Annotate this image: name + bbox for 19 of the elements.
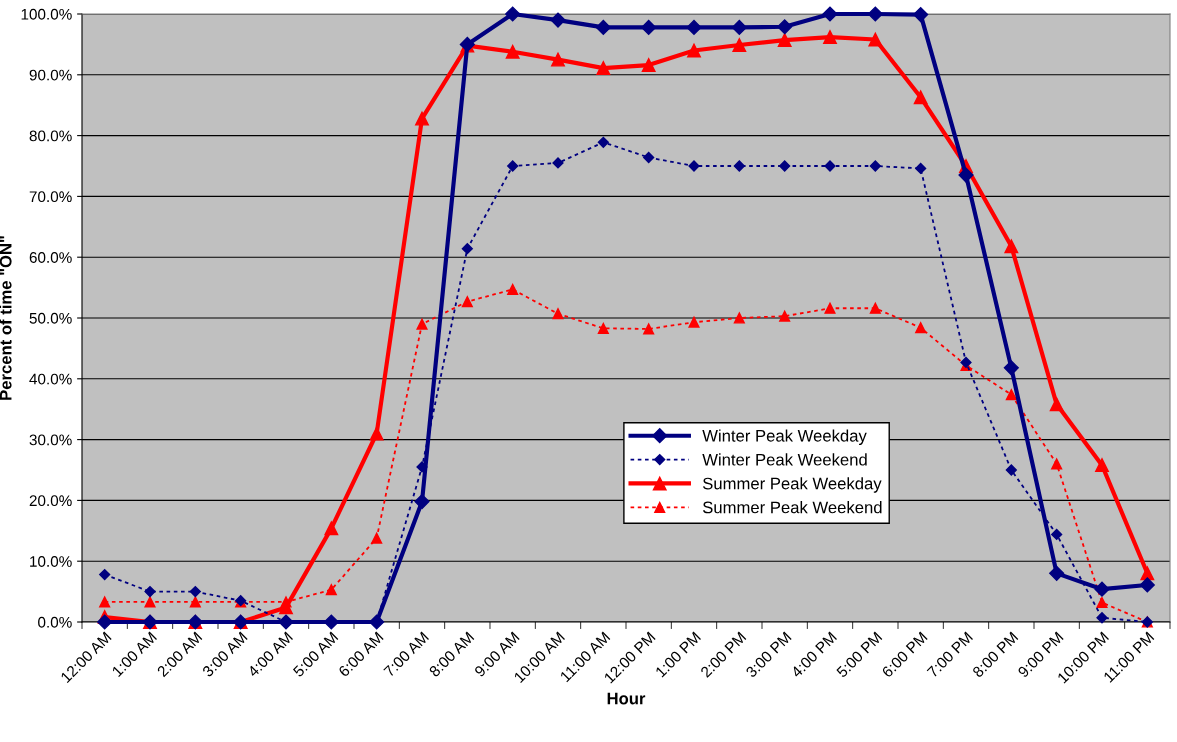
y-tick-label: 10.0% <box>30 556 72 567</box>
y-tick-label: 50.0% <box>29 312 72 324</box>
legend-label: Winter Peak Weekday <box>702 429 867 445</box>
y-tick-label: 0.0% <box>38 616 72 628</box>
y-tick-label: 70.0% <box>29 191 72 203</box>
y-tick-label: 20.0% <box>29 495 72 507</box>
y-tick-label: 80.0% <box>29 130 72 142</box>
y-tick-label: 60.0% <box>29 252 72 263</box>
y-tick-label: 40.0% <box>29 373 72 385</box>
y-tick-label: 90.0% <box>29 69 72 81</box>
legend-label: Summer Peak Weekday <box>702 477 882 493</box>
x-tick-label: 6:00 AM <box>337 631 384 678</box>
legend-label: Winter Peak Weekend <box>702 453 867 466</box>
x-tick-label: 7:00 AM <box>383 631 430 678</box>
y-axis-title: Percent of time "ON" <box>0 236 12 400</box>
y-tick-label: 100.0% <box>21 8 72 20</box>
x-axis-title: Hour <box>607 692 646 705</box>
legend-label: Summer Peak Weekend <box>702 501 882 514</box>
y-tick-label: 30.0% <box>29 434 72 446</box>
